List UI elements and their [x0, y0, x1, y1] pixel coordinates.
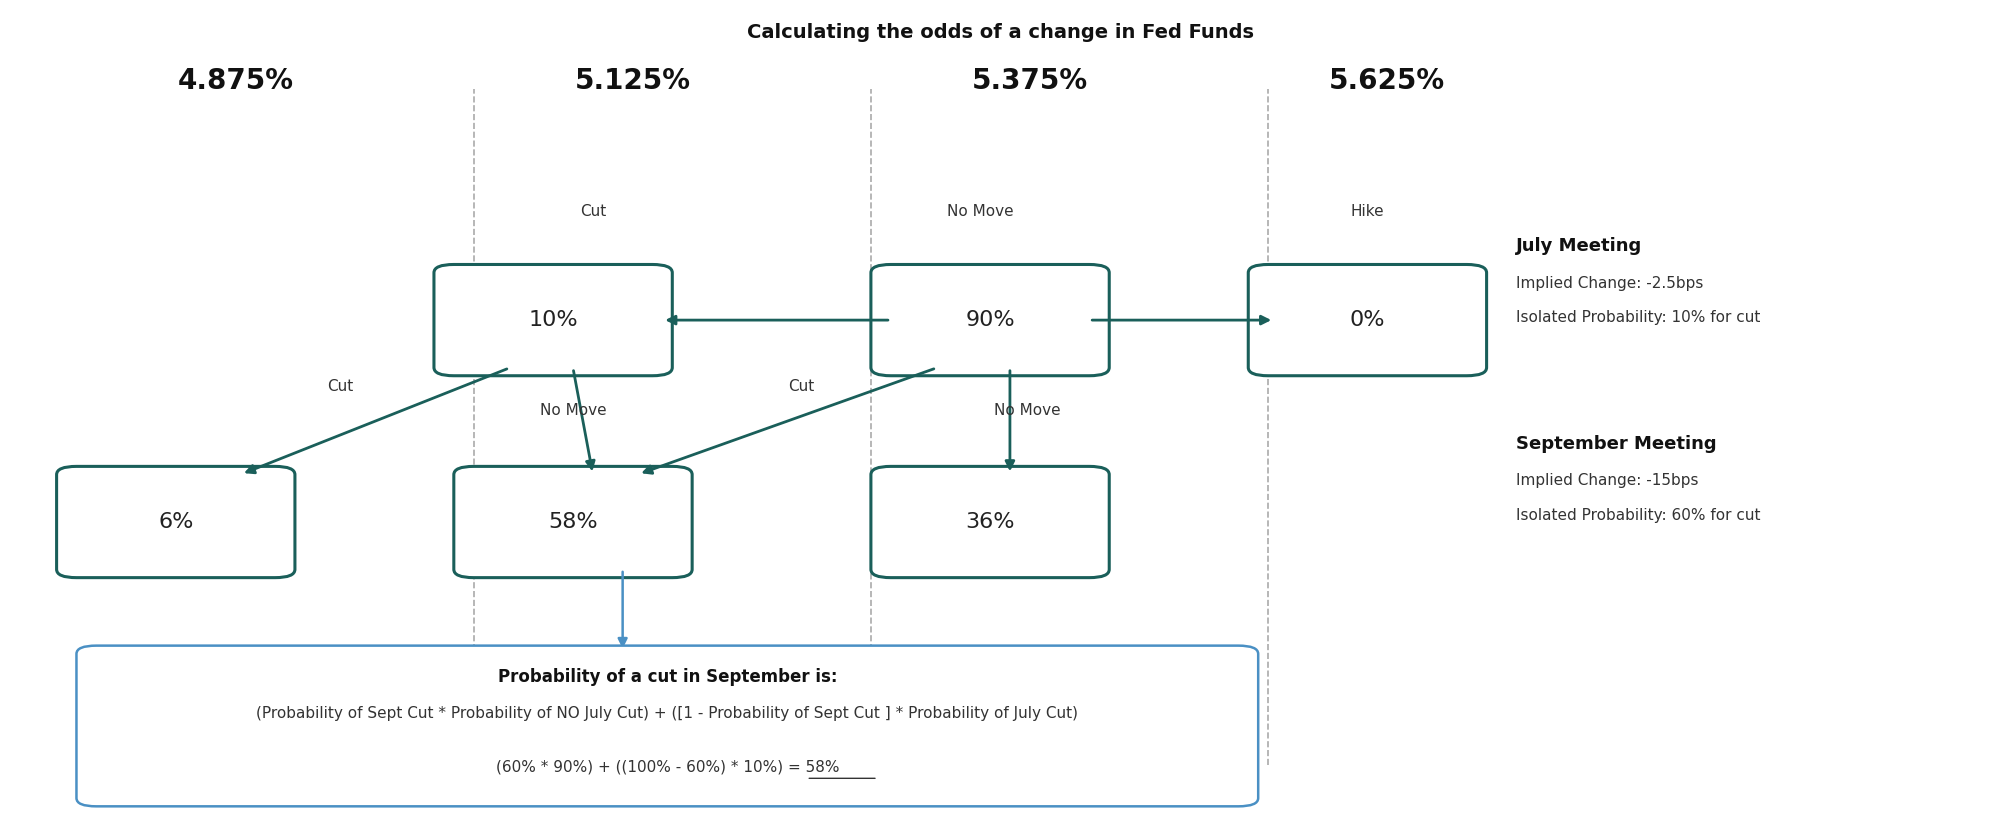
Text: Implied Change: -15bps: Implied Change: -15bps [1516, 473, 1698, 489]
Text: Implied Change: -2.5bps: Implied Change: -2.5bps [1516, 276, 1704, 291]
FancyBboxPatch shape [454, 467, 692, 577]
Text: Probability of a cut in September is:: Probability of a cut in September is: [498, 668, 838, 686]
Text: 5.375%: 5.375% [972, 67, 1088, 96]
Text: 5.625%: 5.625% [1330, 67, 1446, 96]
Text: (Probability of Sept Cut * Probability of NO July Cut) + ([1 - Probability of Se: (Probability of Sept Cut * Probability o… [256, 706, 1078, 721]
FancyBboxPatch shape [870, 467, 1110, 577]
Text: 4.875%: 4.875% [178, 67, 294, 96]
Text: Cut: Cut [328, 379, 354, 394]
Text: Cut: Cut [580, 204, 606, 219]
Text: July Meeting: July Meeting [1516, 237, 1642, 255]
Text: No Move: No Move [946, 204, 1014, 219]
Text: Hike: Hike [1350, 204, 1384, 219]
Text: 5.125%: 5.125% [574, 67, 690, 96]
Text: Calculating the odds of a change in Fed Funds: Calculating the odds of a change in Fed … [746, 23, 1254, 43]
Text: Isolated Probability: 10% for cut: Isolated Probability: 10% for cut [1516, 310, 1760, 325]
Text: Cut: Cut [788, 379, 814, 394]
FancyBboxPatch shape [434, 265, 672, 375]
Text: No Move: No Move [540, 403, 606, 418]
Text: 58%: 58% [548, 512, 598, 532]
Text: No Move: No Move [994, 403, 1062, 418]
FancyBboxPatch shape [1248, 265, 1486, 375]
FancyBboxPatch shape [870, 265, 1110, 375]
Text: Isolated Probability: 60% for cut: Isolated Probability: 60% for cut [1516, 508, 1760, 523]
Text: (60% * 90%) + ((100% - 60%) * 10%) = 58%: (60% * 90%) + ((100% - 60%) * 10%) = 58% [496, 759, 840, 774]
Text: 36%: 36% [966, 512, 1014, 532]
Text: 90%: 90% [966, 310, 1014, 330]
Text: 10%: 10% [528, 310, 578, 330]
FancyBboxPatch shape [76, 645, 1258, 806]
Text: September Meeting: September Meeting [1516, 435, 1718, 453]
Text: 0%: 0% [1350, 310, 1386, 330]
FancyBboxPatch shape [56, 467, 294, 577]
Text: 6%: 6% [158, 512, 194, 532]
